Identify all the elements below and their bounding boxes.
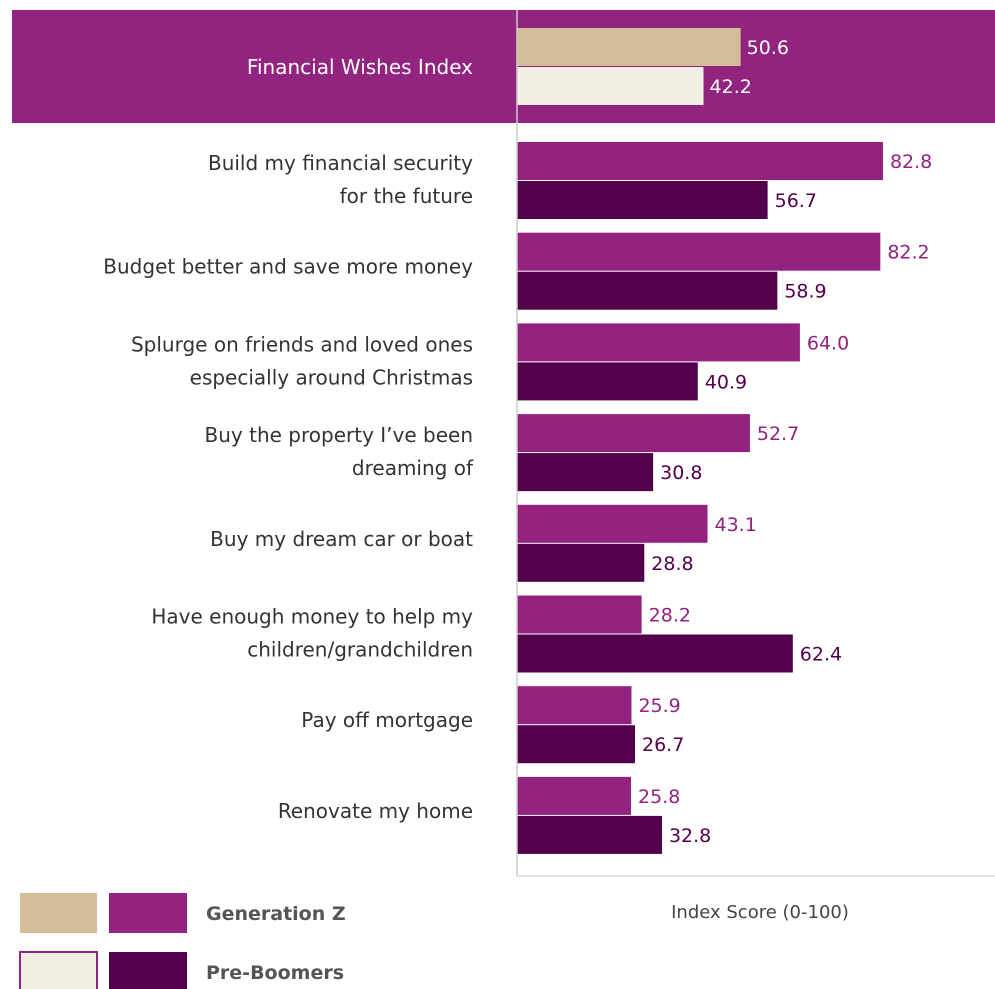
bar-pre-boomers xyxy=(517,362,698,401)
index-header-band xyxy=(12,10,995,123)
value-label-pre-boomers: 30.8 xyxy=(660,462,702,484)
category-label: Build my financial security for the futur… xyxy=(208,151,473,208)
bar-pre-boomers xyxy=(517,271,778,310)
value-label-generation-z: 52.7 xyxy=(757,423,799,445)
value-label-generation-z: 25.8 xyxy=(638,786,680,808)
bar-pre-boomers xyxy=(517,543,645,582)
legend-swatch-generation-z xyxy=(109,893,187,933)
category-label: Renovate my home xyxy=(278,799,473,823)
category-label: Buy the property I’ve been dreaming of xyxy=(205,423,474,480)
value-label-pre-boomers: 26.7 xyxy=(642,734,684,756)
index-value-label-generation-z: 50.6 xyxy=(747,37,789,59)
index-value-label-pre-boomers: 42.2 xyxy=(710,76,752,98)
value-label-generation-z: 43.1 xyxy=(715,514,757,536)
category-label: Buy my dream car or boat xyxy=(210,527,473,551)
index-row-label: Financial Wishes Index xyxy=(247,55,473,79)
value-label-generation-z: 82.2 xyxy=(887,242,929,264)
legend-label-pre-boomers: Pre-Boomers xyxy=(206,962,344,984)
legend-label-generation-z: Generation Z xyxy=(206,903,346,925)
category-label: Budget better and save more money xyxy=(103,255,473,279)
bar-generation-z xyxy=(517,504,708,543)
index-bar-pre-boomers xyxy=(517,67,704,105)
value-label-pre-boomers: 40.9 xyxy=(705,371,747,393)
value-label-generation-z: 28.2 xyxy=(649,605,691,627)
bar-generation-z xyxy=(517,595,642,634)
bar-generation-z xyxy=(517,686,632,725)
value-label-pre-boomers: 56.7 xyxy=(775,190,817,212)
bar-pre-boomers xyxy=(517,815,662,854)
bar-generation-z xyxy=(517,232,881,271)
x-axis-title: Index Score (0-100) xyxy=(671,902,849,923)
bar-pre-boomers xyxy=(517,634,793,673)
bar-generation-z xyxy=(517,414,750,453)
index-bar-generation-z xyxy=(517,28,741,66)
value-label-pre-boomers: 62.4 xyxy=(800,644,842,666)
legend: Generation Z Pre-Boomers xyxy=(19,893,346,989)
bar-generation-z xyxy=(517,142,883,180)
value-label-pre-boomers: 32.8 xyxy=(669,825,711,847)
bar-pre-boomers xyxy=(517,181,768,219)
value-label-generation-z: 64.0 xyxy=(807,332,849,354)
legend-swatch-pre-boomers xyxy=(109,952,187,989)
bar-generation-z xyxy=(517,323,800,362)
bar-pre-boomers xyxy=(517,453,654,492)
legend-swatch-index-generation-z xyxy=(20,893,97,933)
value-label-pre-boomers: 28.8 xyxy=(651,553,693,575)
value-label-generation-z: 25.9 xyxy=(638,695,680,717)
category-label: Have enough money to help my children/gra… xyxy=(151,605,473,662)
value-label-pre-boomers: 58.9 xyxy=(784,281,826,303)
legend-swatch-index-pre-boomers xyxy=(19,951,98,989)
value-label-generation-z: 82.8 xyxy=(890,151,932,173)
bar-pre-boomers xyxy=(517,725,636,764)
category-label: Pay off mortgage xyxy=(301,708,473,732)
category-label: Splurge on friends and loved ones especia… xyxy=(131,332,473,389)
bar-generation-z xyxy=(517,776,632,815)
